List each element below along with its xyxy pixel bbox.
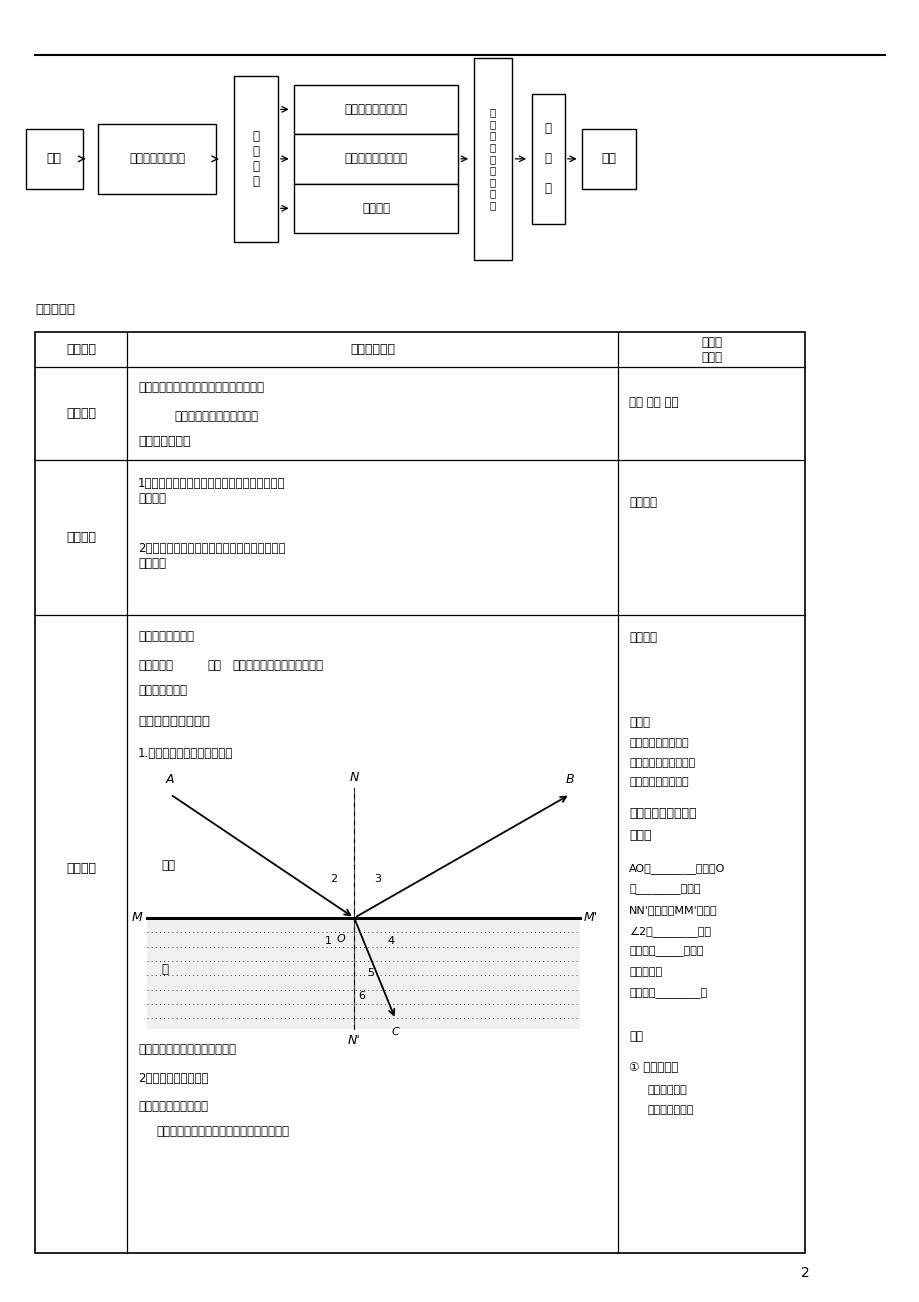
- Bar: [233, 76, 278, 242]
- Text: B: B: [565, 773, 574, 786]
- Text: 教学流程: 教学流程: [66, 344, 96, 355]
- Text: 开始: 开始: [47, 152, 62, 165]
- Text: M': M': [583, 911, 596, 924]
- Text: NN'是法线，MM'是界面: NN'是法线，MM'是界面: [629, 905, 717, 915]
- Text: 光从一种介质进入另: 光从一种介质进入另: [629, 738, 688, 749]
- Text: 一种介质时，光路发生: 一种介质时，光路发生: [629, 758, 695, 768]
- Text: 斜射: 斜射: [207, 659, 221, 672]
- Bar: [473, 59, 512, 260]
- Text: 2．出示光的反射定律: 2．出示光的反射定律: [138, 1072, 209, 1085]
- Text: 学生实验，观察总结: 学生实验，观察总结: [345, 103, 407, 116]
- Text: 情境创设: 情境创设: [66, 408, 96, 419]
- Text: N': N': [347, 1034, 360, 1047]
- Text: 1．光在传播过程中，遇到障碍物时，会发生什
么现象？: 1．光在传播过程中，遇到障碍物时，会发生什 么现象？: [138, 477, 285, 505]
- Text: 新知应用: 新知应用: [362, 202, 390, 215]
- Text: 折射角是_____光线与: 折射角是_____光线与: [629, 947, 703, 957]
- Text: C: C: [391, 1027, 399, 1038]
- Text: 与反射定律对比，关于折射你想知道什么？: 与反射定律对比，关于折射你想知道什么？: [156, 1125, 289, 1138]
- Text: 给图中的各部分填上: 给图中的各部分填上: [629, 807, 696, 820]
- Text: 学生实验：将铅笔斜插入水中，观察现象: 学生实验：将铅笔斜插入水中，观察现象: [138, 381, 264, 395]
- Text: 4: 4: [387, 936, 394, 947]
- Text: O: O: [335, 934, 345, 944]
- Text: 名称。: 名称。: [629, 829, 651, 842]
- Text: 2: 2: [330, 874, 337, 884]
- Text: A: A: [165, 773, 175, 786]
- Text: N: N: [349, 771, 358, 784]
- Text: AO是________光线，O: AO是________光线，O: [629, 863, 725, 874]
- Text: 板书：光的折射: 板书：光的折射: [138, 435, 190, 448]
- Text: 结论：: 结论：: [629, 716, 650, 729]
- Bar: [294, 85, 458, 134]
- Text: 两角大小关系？: 两角大小关系？: [647, 1105, 693, 1116]
- Text: 板书：一、光的折射: 板书：一、光的折射: [138, 715, 210, 728]
- Text: 1: 1: [324, 936, 332, 947]
- Text: 新
知
探
究: 新 知 探 究: [252, 130, 259, 187]
- Bar: [35, 332, 804, 1253]
- Text: M: M: [131, 911, 142, 924]
- Text: 回顾: 回顾: [629, 1030, 642, 1043]
- Bar: [531, 94, 564, 224]
- Text: 教学过程：: 教学过程：: [35, 303, 74, 316]
- Text: 三线的关系？: 三线的关系？: [647, 1085, 686, 1095]
- Text: 让光从空气: 让光从空气: [138, 659, 173, 672]
- Bar: [98, 124, 216, 194]
- Text: 2: 2: [800, 1267, 809, 1280]
- Bar: [26, 129, 83, 189]
- Text: 欣
赏
奇
异
的
折
射
现
象: 欣 赏 奇 异 的 折 射 现 象: [490, 108, 495, 210]
- Text: 组织学生动手实验: 组织学生动手实验: [138, 630, 194, 643]
- Text: ① 提出问题：: ① 提出问题：: [629, 1061, 678, 1074]
- Text: 6: 6: [357, 991, 365, 1001]
- Text: 偏折，叫做光的折射: 偏折，叫做光的折射: [629, 777, 688, 788]
- Text: 教师活动设计: 教师活动设计: [350, 344, 394, 355]
- Text: 合作探究，讨论交流: 合作探究，讨论交流: [345, 152, 407, 165]
- Text: 是________光线，: 是________光线，: [629, 884, 700, 894]
- Text: 5: 5: [367, 967, 374, 978]
- Text: 方向怎样变化。: 方向怎样变化。: [138, 684, 187, 697]
- Text: 动手做：: 动手做：: [629, 631, 656, 644]
- Text: 结束: 结束: [601, 152, 616, 165]
- Text: 谈

收

获: 谈 收 获: [544, 122, 551, 195]
- Text: 空气: 空气: [161, 859, 175, 872]
- Text: －－－－－－光的折射现象: －－－－－－光的折射现象: [175, 410, 258, 423]
- Bar: [294, 184, 458, 233]
- Bar: [294, 134, 458, 184]
- Text: 情境创设（实验）: 情境创设（实验）: [130, 152, 185, 165]
- Bar: [582, 129, 635, 189]
- Text: ∠2是________角，: ∠2是________角，: [629, 926, 710, 936]
- Text: 知识链接: 知识链接: [66, 531, 96, 543]
- Text: 折射角是________。: 折射角是________。: [629, 988, 707, 999]
- Text: 根据黑板图结合实验完成导学案: 根据黑板图结合实验完成导学案: [138, 1043, 236, 1056]
- Text: 2．光从空气照射在水面，除了反射还会发生什
么现象？: 2．光从空气照射在水面，除了反射还会发生什 么现象？: [138, 542, 285, 570]
- Text: 学生活
动设计: 学生活 动设计: [700, 336, 721, 363]
- Text: 线的夹角，: 线的夹角，: [629, 967, 662, 978]
- Text: 入水中，观察光进入水中后的: 入水中，观察光进入水中后的: [233, 659, 323, 672]
- Text: 1.在黑板画出折射的大致光路: 1.在黑板画出折射的大致光路: [138, 747, 233, 760]
- Text: 3: 3: [373, 874, 380, 884]
- Text: 二、探究光的折射规律: 二、探究光的折射规律: [138, 1100, 208, 1113]
- Text: 新知探究: 新知探究: [66, 862, 96, 875]
- Text: 思考回答: 思考回答: [629, 496, 656, 509]
- Text: 水: 水: [161, 963, 168, 976]
- Text: 实验 观察 思考: 实验 观察 思考: [629, 396, 678, 409]
- Bar: [147, 918, 579, 1029]
